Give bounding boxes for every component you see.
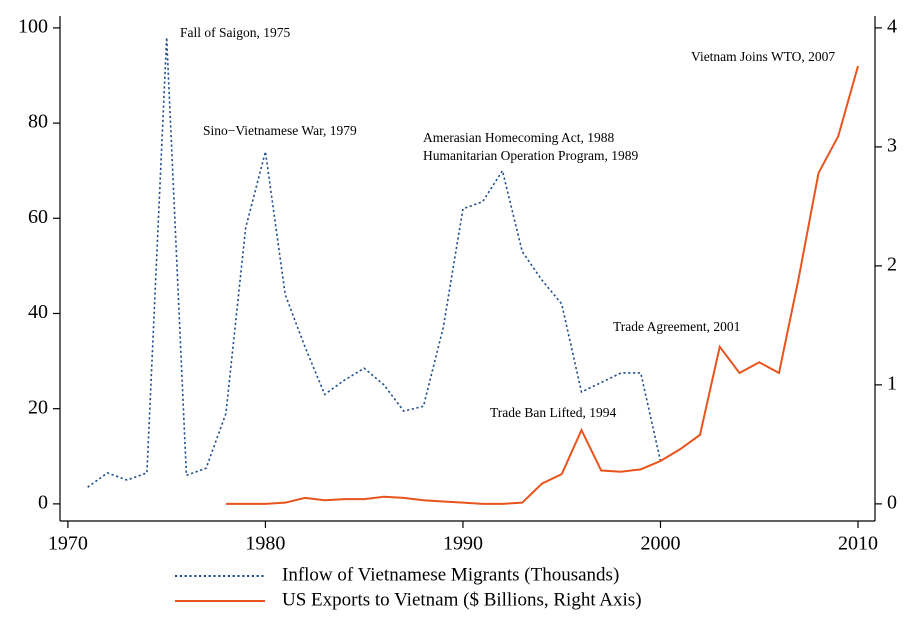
x-tick-label: 1980 [245,533,285,555]
y2-tick-label: 2 [887,253,897,275]
x-tick-label: 1970 [48,533,88,555]
x-tick-label: 2000 [640,533,680,555]
annotation: Vietnam Joins WTO, 2007 [691,49,835,64]
y2-tick-label: 4 [887,15,897,37]
annotation: Trade Ban Lifted, 1994 [490,405,616,420]
y2-tick-label: 0 [887,491,897,513]
y-tick-label: 100 [18,15,48,37]
y-tick-label: 20 [28,396,48,418]
annotation: Sino−Vietnamese War, 1979 [203,123,357,138]
annotation: Amerasian Homecoming Act, 1988 [423,130,614,145]
y-tick-label: 80 [28,111,48,133]
y2-tick-label: 3 [887,134,897,156]
annotation: Fall of Saigon, 1975 [180,25,290,40]
y-tick-label: 60 [28,206,48,228]
legend-label: Inflow of Vietnamese Migrants (Thousands… [282,564,619,585]
series-line [225,65,859,505]
legend-label: US Exports to Vietnam ($ Billions, Right… [282,589,642,610]
y-tick-label: 0 [38,491,48,513]
x-tick-label: 2010 [838,533,878,555]
x-tick-label: 1990 [443,533,483,555]
y-tick-label: 40 [28,301,48,323]
annotation: Humanitarian Operation Program, 1989 [423,148,638,163]
y2-tick-label: 1 [887,372,897,394]
annotation: Trade Agreement, 2001 [613,319,740,334]
